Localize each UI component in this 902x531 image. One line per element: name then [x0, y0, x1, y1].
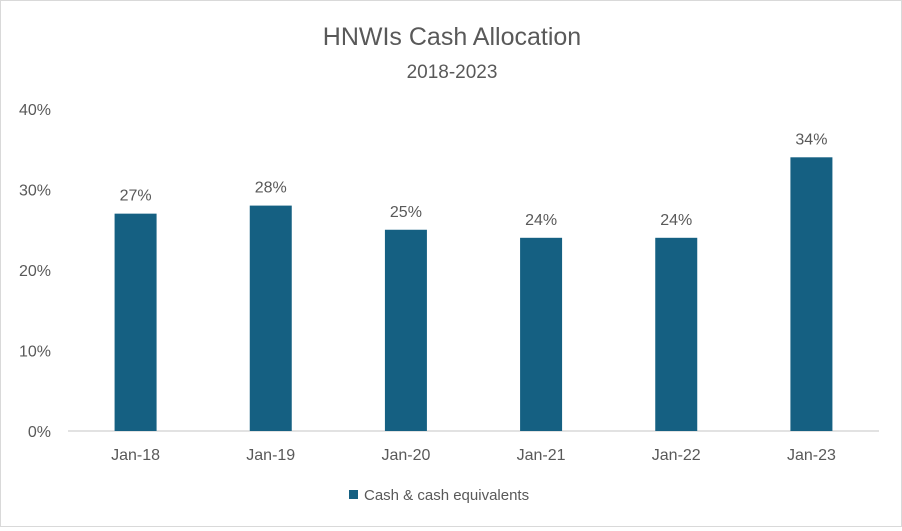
data-label: 24%: [525, 212, 557, 229]
y-tick-label: 10%: [19, 344, 51, 361]
chart-subtitle: 2018-2023: [407, 62, 498, 83]
y-tick-label: 0%: [28, 424, 51, 441]
data-label: 28%: [255, 180, 287, 197]
bar: [520, 237, 563, 431]
bar: [655, 237, 698, 431]
chart-title: HNWIs Cash Allocation: [323, 23, 581, 51]
data-label: 34%: [795, 131, 827, 148]
legend-label: Cash & cash equivalents: [364, 487, 529, 504]
x-tick-label: Jan-23: [787, 447, 836, 464]
data-label: 24%: [660, 212, 692, 229]
legend: Cash & cash equivalents: [349, 487, 529, 504]
x-tick-label: Jan-18: [111, 447, 160, 464]
bar: [384, 229, 427, 431]
y-tick-label: 20%: [19, 263, 51, 280]
bar: [249, 205, 292, 431]
legend-swatch: [349, 490, 358, 499]
x-tick-label: Jan-21: [517, 447, 566, 464]
x-tick-label: Jan-22: [652, 447, 701, 464]
data-label: 27%: [120, 188, 152, 205]
bar: [790, 157, 833, 432]
bar: [114, 213, 157, 431]
y-tick-label: 30%: [19, 183, 51, 200]
x-tick-label: Jan-20: [381, 447, 430, 464]
data-label: 25%: [390, 204, 422, 221]
x-tick-label: Jan-19: [246, 447, 295, 464]
y-tick-label: 40%: [19, 102, 51, 119]
